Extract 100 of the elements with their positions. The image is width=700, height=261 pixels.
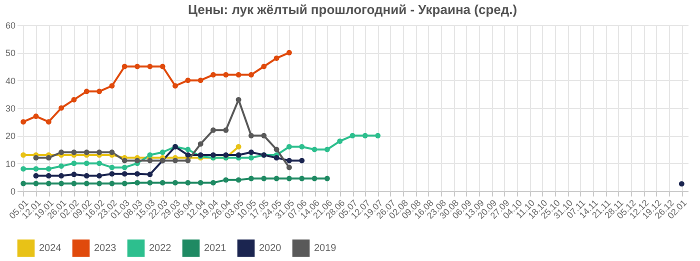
point bbox=[261, 64, 267, 70]
point bbox=[185, 146, 191, 152]
point bbox=[109, 164, 115, 170]
point bbox=[248, 132, 254, 138]
point bbox=[248, 176, 254, 182]
point bbox=[58, 105, 64, 111]
legend-label: 2020 bbox=[259, 243, 282, 254]
point bbox=[122, 180, 128, 186]
point bbox=[71, 150, 77, 155]
legend-label: 2021 bbox=[204, 243, 227, 254]
point bbox=[185, 152, 191, 158]
point bbox=[84, 88, 90, 94]
point bbox=[248, 155, 254, 161]
point bbox=[46, 119, 52, 125]
point bbox=[286, 158, 292, 164]
point bbox=[147, 180, 153, 186]
point bbox=[286, 144, 292, 150]
point bbox=[362, 132, 368, 138]
point bbox=[198, 180, 204, 186]
point bbox=[134, 158, 140, 164]
point bbox=[210, 127, 216, 133]
point bbox=[122, 171, 128, 177]
y-tick-label: 30 bbox=[5, 104, 16, 114]
point bbox=[96, 180, 102, 186]
point bbox=[312, 146, 318, 152]
point bbox=[33, 114, 39, 120]
point bbox=[58, 173, 64, 179]
point bbox=[58, 180, 64, 186]
point bbox=[248, 150, 254, 155]
point bbox=[236, 177, 242, 183]
point bbox=[223, 177, 229, 183]
legend-label: 2024 bbox=[39, 243, 62, 254]
point bbox=[46, 173, 52, 179]
point bbox=[122, 64, 128, 70]
point bbox=[20, 166, 26, 172]
point bbox=[71, 160, 77, 166]
y-tick-label: 60 bbox=[5, 20, 16, 30]
point bbox=[185, 78, 191, 84]
point bbox=[236, 72, 242, 78]
point bbox=[84, 173, 90, 179]
point bbox=[96, 160, 102, 166]
point bbox=[71, 96, 77, 102]
point bbox=[261, 132, 267, 138]
point bbox=[160, 180, 166, 186]
point bbox=[71, 180, 77, 186]
point bbox=[198, 78, 204, 84]
point bbox=[84, 160, 90, 166]
point bbox=[286, 164, 292, 170]
point bbox=[286, 176, 292, 182]
point bbox=[147, 152, 153, 158]
point bbox=[46, 180, 52, 186]
point bbox=[337, 138, 343, 144]
point bbox=[274, 55, 280, 61]
point bbox=[58, 150, 64, 155]
point bbox=[33, 173, 39, 179]
point bbox=[210, 72, 216, 78]
point bbox=[147, 64, 153, 70]
point bbox=[134, 171, 140, 177]
point bbox=[299, 176, 305, 182]
point bbox=[236, 96, 242, 102]
point bbox=[375, 132, 381, 138]
point bbox=[198, 141, 204, 147]
point bbox=[261, 176, 267, 182]
point bbox=[324, 176, 330, 182]
point bbox=[274, 176, 280, 182]
point bbox=[96, 88, 102, 94]
point bbox=[324, 146, 330, 152]
point bbox=[122, 164, 128, 170]
legend-label: 2023 bbox=[94, 243, 117, 254]
point bbox=[20, 180, 26, 186]
point bbox=[147, 158, 153, 164]
point bbox=[58, 163, 64, 169]
legend-label: 2022 bbox=[149, 243, 172, 254]
point bbox=[46, 155, 52, 161]
point bbox=[160, 150, 166, 155]
point bbox=[185, 158, 191, 164]
point bbox=[84, 150, 90, 155]
point bbox=[172, 83, 178, 89]
point bbox=[236, 144, 242, 150]
point bbox=[46, 166, 52, 172]
y-tick-label: 10 bbox=[5, 158, 16, 169]
point bbox=[109, 83, 115, 89]
legend-label: 2019 bbox=[314, 243, 337, 254]
point bbox=[274, 155, 280, 161]
y-tick-label: 20 bbox=[5, 131, 16, 142]
point bbox=[33, 166, 39, 172]
point bbox=[109, 150, 115, 155]
point bbox=[223, 127, 229, 133]
point bbox=[236, 152, 242, 158]
point bbox=[312, 176, 318, 182]
point bbox=[274, 146, 280, 152]
point bbox=[350, 132, 356, 138]
y-tick-label: 40 bbox=[5, 76, 16, 86]
y-tick-label: 50 bbox=[5, 48, 16, 58]
point bbox=[71, 172, 77, 178]
point bbox=[210, 152, 216, 158]
point bbox=[147, 172, 153, 178]
chart-title: Цены: лук жёлтый прошлогодний - Украина (сред.) bbox=[188, 2, 518, 17]
point bbox=[185, 180, 191, 186]
point bbox=[109, 180, 115, 186]
